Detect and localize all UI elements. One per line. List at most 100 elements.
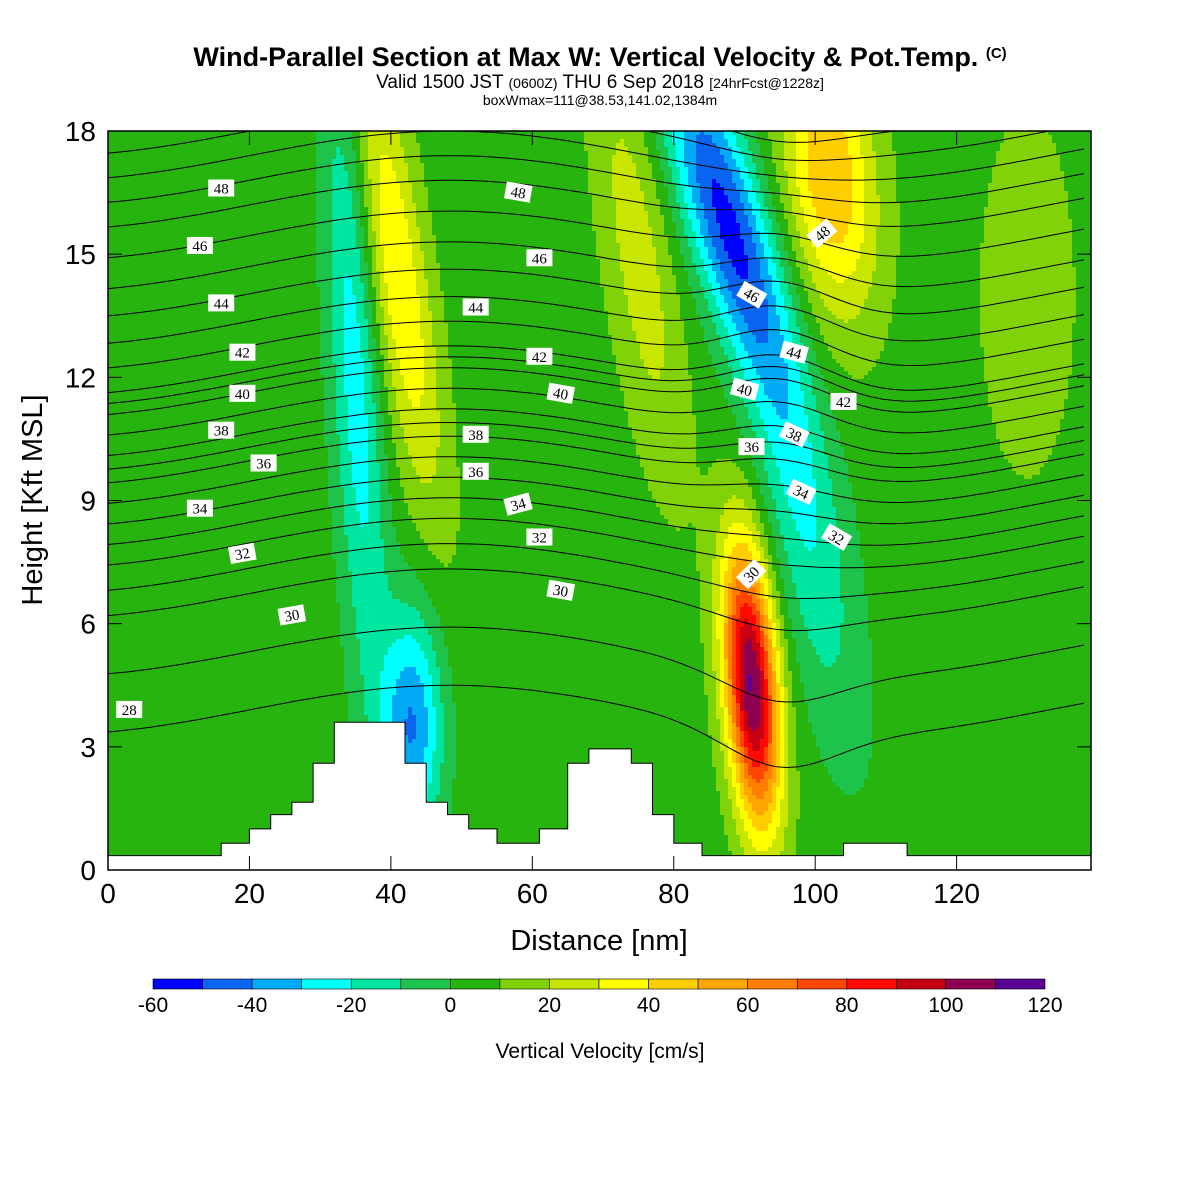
field-cell: [132, 455, 137, 460]
field-cell: [160, 623, 165, 628]
field-cell: [112, 247, 117, 252]
field-cell: [120, 583, 125, 588]
field-cell: [144, 627, 149, 632]
field-cell: [148, 275, 153, 280]
field-cell: [136, 291, 141, 296]
field-cell: [136, 663, 141, 668]
field-cell: [164, 203, 169, 208]
field-cell: [152, 599, 157, 604]
field-cell: [124, 219, 129, 224]
field-cell: [156, 799, 161, 804]
field-cell: [156, 571, 161, 576]
field-cell: [140, 271, 145, 276]
field-cell: [136, 215, 141, 220]
field-cell: [144, 223, 149, 228]
field-cell: [160, 275, 165, 280]
field-cell: [120, 159, 125, 164]
field-cell: [152, 163, 157, 168]
field-cell: [144, 839, 149, 844]
field-cell: [144, 479, 149, 484]
field-cell: [144, 831, 149, 836]
field-cell: [156, 679, 161, 684]
field-cell: [156, 775, 161, 780]
field-cell: [144, 379, 149, 384]
field-cell: [136, 155, 141, 160]
field-cell: [164, 327, 169, 332]
field-cell: [112, 583, 117, 588]
field-cell: [128, 395, 133, 400]
field-cell: [116, 279, 121, 284]
field-cell: [116, 719, 121, 724]
field-cell: [144, 775, 149, 780]
field-cell: [160, 183, 165, 188]
field-cell: [120, 683, 125, 688]
field-cell: [144, 295, 149, 300]
field-cell: [132, 515, 137, 520]
field-cell: [124, 547, 129, 552]
field-cell: [120, 403, 125, 408]
field-cell: [140, 623, 145, 628]
field-cell: [112, 327, 117, 332]
field-cell: [160, 715, 165, 720]
field-cell: [140, 719, 145, 724]
field-cell: [152, 679, 157, 684]
field-cell: [152, 775, 157, 780]
field-cell: [148, 807, 153, 812]
field-cell: [156, 187, 161, 192]
field-cell: [148, 399, 153, 404]
field-cell: [136, 763, 141, 768]
field-cell: [136, 271, 141, 276]
field-cell: [116, 323, 121, 328]
field-cell: [164, 175, 169, 180]
field-cell: [124, 719, 129, 724]
field-cell: [120, 507, 125, 512]
field-cell: [144, 155, 149, 160]
field-cell: [112, 807, 117, 812]
field-cell: [136, 163, 141, 168]
field-cell: [140, 467, 145, 472]
field-cell: [160, 327, 165, 332]
field-cell: [128, 599, 133, 604]
field-cell: [120, 627, 125, 632]
field-cell: [140, 243, 145, 248]
field-cell: [164, 363, 169, 368]
field-cell: [120, 383, 125, 388]
field-cell: [120, 695, 125, 700]
field-cell: [132, 231, 137, 236]
field-cell: [116, 819, 121, 824]
field-cell: [156, 743, 161, 748]
field-cell: [144, 315, 149, 320]
field-cell: [128, 631, 133, 636]
field-cell: [128, 447, 133, 452]
field-cell: [128, 755, 133, 760]
field-cell: [160, 319, 165, 324]
field-cell: [112, 379, 117, 384]
field-cell: [132, 563, 137, 568]
field-cell: [116, 827, 121, 832]
field-cell: [136, 555, 141, 560]
field-cell: [132, 395, 137, 400]
field-cell: [140, 151, 145, 156]
field-cell: [112, 487, 117, 492]
field-cell: [120, 523, 125, 528]
field-cell: [156, 215, 161, 220]
field-cell: [124, 583, 129, 588]
field-cell: [132, 599, 137, 604]
field-cell: [148, 167, 153, 172]
field-cell: [132, 483, 137, 488]
field-cell: [120, 459, 125, 464]
field-cell: [152, 703, 157, 708]
field-cell: [132, 783, 137, 788]
field-cell: [152, 803, 157, 808]
field-cell: [160, 267, 165, 272]
field-cell: [144, 763, 149, 768]
field-cell: [112, 235, 117, 240]
field-cell: [164, 187, 169, 192]
field-cell: [136, 355, 141, 360]
field-cell: [160, 151, 165, 156]
field-cell: [160, 487, 165, 492]
field-cell: [132, 507, 137, 512]
field-cell: [144, 543, 149, 548]
field-cell: [140, 435, 145, 440]
field-cell: [136, 603, 141, 608]
